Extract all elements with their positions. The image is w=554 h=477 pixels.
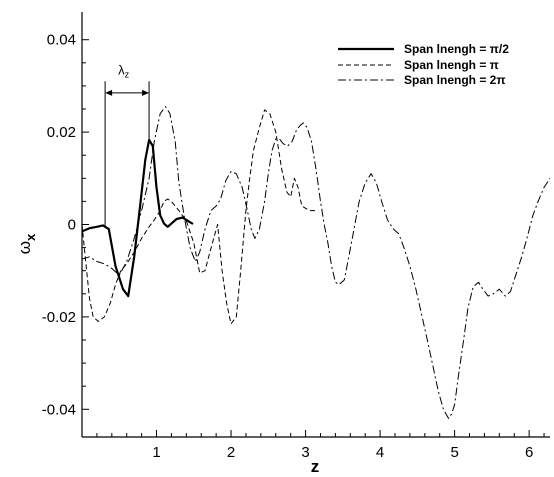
series-line-1 [81,138,194,298]
legend-label-1: Span lnengh = π/2 [404,42,509,56]
series-layer [81,106,551,419]
tick-layer: 1 2 3 4 5 6 0.04 0.02 0 -0.02 -0.04 [42,32,545,461]
x-tick-label: 1 [152,444,160,461]
svg-text:ωx: ωx [15,233,38,254]
series-line-3 [81,106,551,419]
x-tick-label: 6 [525,444,533,461]
x-tick-label: 2 [227,444,235,461]
y-tick-label: 0 [68,217,76,234]
annotation-label-sub: z [125,69,130,79]
y-tick-label: 0.04 [47,32,76,49]
legend-label-2: Span lnengh = π [404,58,499,72]
y-tick-label: -0.04 [42,401,76,418]
series-line-2 [81,109,316,325]
x-axis-title: z [311,457,320,476]
y-tick-label: 0.02 [47,124,76,141]
annotation-arrowhead-left [105,89,113,96]
annotation-label-main: λ [118,62,125,77]
annotation-label: λz [118,62,130,79]
y-axis-title: ωx [15,233,38,254]
x-tick-label: 4 [376,444,384,461]
y-axis-title-sub: x [23,233,38,241]
y-tick-label: -0.02 [42,309,76,326]
legend-label-3: Span lnengh = 2π [404,73,506,87]
annotation-arrowhead-right [142,89,150,96]
legend: Span lnengh = π/2 Span lnengh = π Span l… [338,42,509,87]
x-tick-label: 5 [450,444,458,461]
x-tick-label: 3 [301,444,309,461]
y-axis-title-main: ω [15,241,34,254]
wavelength-annotation: λz [104,62,150,227]
